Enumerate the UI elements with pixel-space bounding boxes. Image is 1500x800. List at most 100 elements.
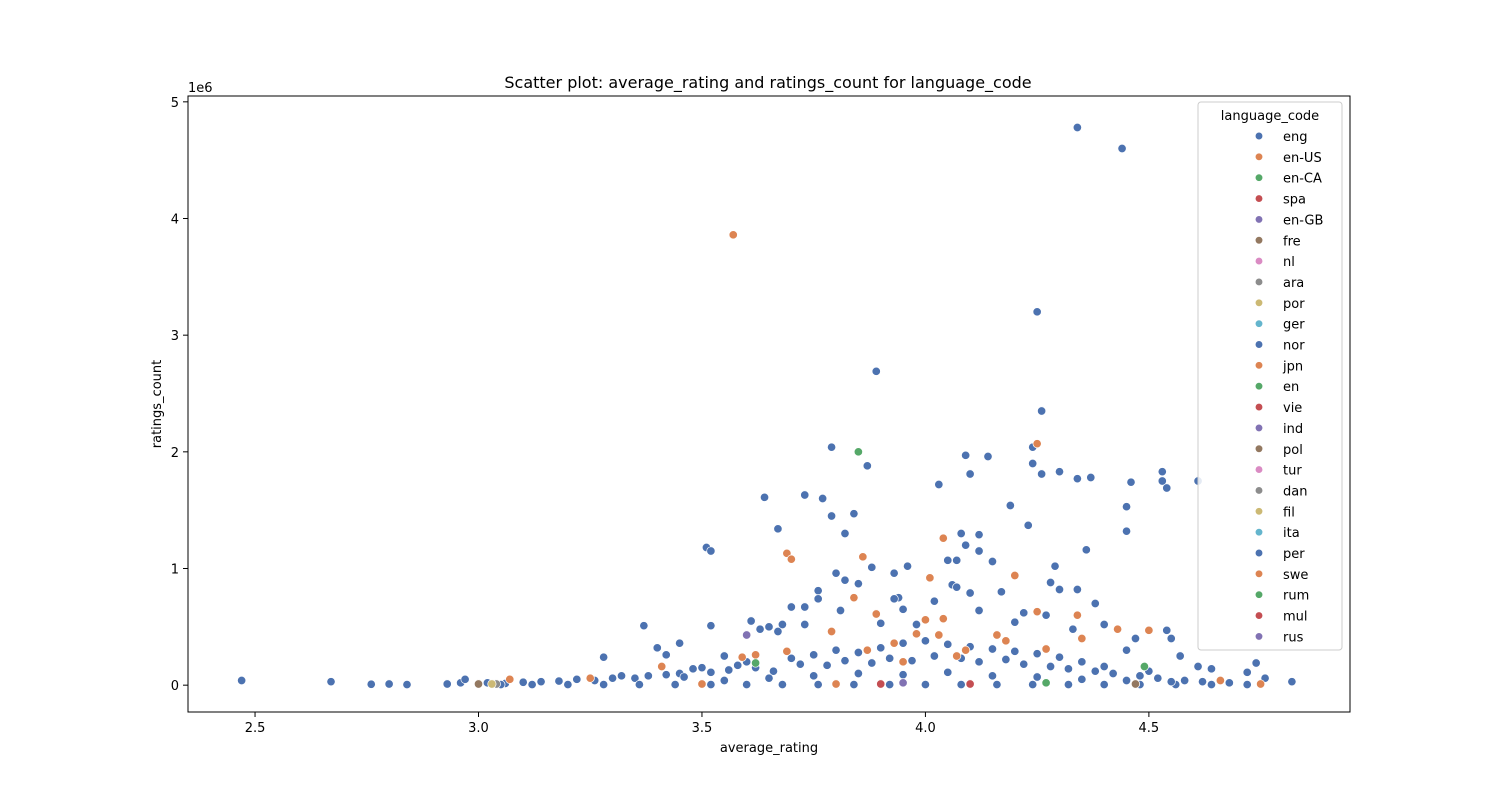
data-point-eng-179 — [992, 680, 1002, 690]
data-point-eng-157 — [1063, 664, 1073, 674]
legend-label-per: per — [1283, 547, 1305, 562]
data-point-en-US-26 — [961, 645, 971, 655]
data-point-eng-188 — [764, 673, 774, 683]
data-point-eng-116 — [831, 645, 841, 655]
data-point-eng-11 — [871, 366, 881, 376]
legend-marker-ita — [1254, 528, 1264, 537]
data-point-en-US-20 — [737, 652, 747, 662]
data-point-en-US-37 — [889, 638, 899, 648]
data-point-en-US-38 — [1001, 636, 1011, 646]
legend-marker-spa — [1254, 194, 1264, 203]
data-point-eng-77 — [1041, 610, 1051, 620]
legend-label-nor: nor — [1283, 339, 1305, 354]
data-point-eng-78 — [746, 616, 756, 626]
data-point-eng-49 — [952, 555, 962, 565]
data-point-eng-133 — [536, 677, 546, 687]
legend-marker-per — [1254, 548, 1264, 558]
data-point-eng-193 — [987, 671, 998, 681]
data-point-eng-22 — [1037, 469, 1047, 479]
data-point-en-US-7 — [925, 573, 935, 583]
data-point-por-0 — [487, 679, 497, 689]
data-point-eng-196 — [1121, 675, 1132, 686]
data-point-eng-164 — [1224, 678, 1234, 688]
data-point-eng-170 — [670, 680, 680, 690]
data-point-eng-168 — [599, 680, 609, 690]
data-point-eng-40 — [840, 528, 850, 539]
legend-label-fil: fil — [1283, 505, 1295, 520]
data-point-eng-148 — [867, 658, 877, 668]
legend-label-nl: nl — [1283, 255, 1295, 270]
data-point-eng-79 — [764, 622, 774, 632]
data-point-eng-175 — [849, 680, 859, 690]
data-point-eng-63 — [1072, 584, 1082, 595]
legend-marker-tur — [1254, 465, 1264, 474]
data-point-eng-107 — [616, 671, 627, 681]
legend-box — [1197, 101, 1343, 651]
data-point-en-US-33 — [831, 679, 841, 689]
data-point-eng-4 — [402, 680, 412, 690]
y-axis: 0 1 2 3 4 5 — [171, 96, 188, 694]
data-point-en-US-12 — [920, 615, 930, 625]
data-point-eng-124 — [1010, 646, 1020, 656]
legend-label-rum: rum — [1283, 589, 1309, 604]
data-point-eng-132 — [518, 677, 528, 687]
data-point-eng-29 — [1162, 483, 1172, 493]
data-point-eng-17 — [1028, 458, 1038, 469]
data-point-eng-43 — [961, 540, 971, 550]
legend-marker-fil — [1254, 507, 1264, 516]
data-point-eng-192 — [943, 667, 953, 677]
data-point-eng-73 — [974, 605, 984, 616]
data-point-eng-167 — [563, 680, 573, 690]
data-point-en-US-36 — [1215, 675, 1225, 686]
data-point-eng-8 — [1072, 122, 1082, 133]
data-point-eng-141 — [706, 667, 716, 677]
points-layer — [237, 122, 1297, 690]
legend-label-spa: spa — [1283, 193, 1306, 208]
data-point-eng-23 — [1086, 472, 1096, 483]
data-point-eng-31 — [759, 492, 770, 502]
chart-title: Scatter plot: average_rating and ratings… — [504, 73, 1031, 93]
legend-label-rus: rus — [1283, 630, 1304, 645]
data-point-eng-99 — [1162, 625, 1172, 635]
data-point-en-US-13 — [938, 614, 948, 624]
data-point-eng-82 — [777, 619, 787, 630]
data-point-eng-108 — [630, 673, 640, 683]
data-point-eng-137 — [608, 673, 618, 683]
data-point-eng-114 — [786, 653, 796, 663]
data-point-eng-140 — [679, 672, 689, 682]
x-tick-label-1: 3.0 — [468, 721, 489, 736]
legend: language_code eng en-US en-CA spa en-GB fre nl… — [1197, 101, 1343, 651]
data-point-eng-156 — [1046, 661, 1056, 672]
data-point-eng-62 — [1054, 584, 1065, 595]
data-point-eng-110 — [688, 664, 698, 674]
data-point-eng-149 — [885, 653, 895, 663]
data-point-eng-71 — [800, 602, 810, 612]
data-point-spa-1 — [965, 679, 975, 689]
plot-area — [187, 95, 1351, 713]
legend-title: language_code — [1221, 109, 1319, 124]
data-point-fre-1 — [1130, 679, 1141, 689]
data-point-en-GB-1 — [898, 678, 908, 688]
data-point-eng-93 — [675, 638, 685, 648]
data-point-eng-169 — [634, 680, 644, 690]
x-tick-label-3: 4.0 — [915, 721, 936, 736]
legend-marker-mul — [1254, 611, 1264, 620]
data-point-eng-166 — [527, 680, 537, 690]
data-point-eng-18 — [862, 461, 872, 471]
legend-label-ara: ara — [1283, 276, 1304, 291]
legend-marker-en-CA — [1254, 173, 1264, 182]
data-point-eng-70 — [1090, 598, 1100, 609]
data-point-eng-85 — [911, 619, 922, 630]
data-point-eng-120 — [920, 636, 930, 646]
data-point-eng-38 — [773, 524, 783, 534]
data-point-eng-160 — [1135, 671, 1145, 681]
data-point-eng-135 — [572, 674, 582, 684]
data-point-eng-150 — [907, 656, 917, 666]
data-point-eng-126 — [1054, 652, 1065, 662]
data-point-en-US-4 — [858, 552, 868, 562]
data-point-eng-90 — [1175, 651, 1185, 661]
legend-marker-swe — [1254, 569, 1264, 578]
data-point-eng-91 — [652, 643, 662, 653]
data-point-eng-101 — [1193, 661, 1203, 672]
legend-label-tur: tur — [1283, 464, 1302, 479]
